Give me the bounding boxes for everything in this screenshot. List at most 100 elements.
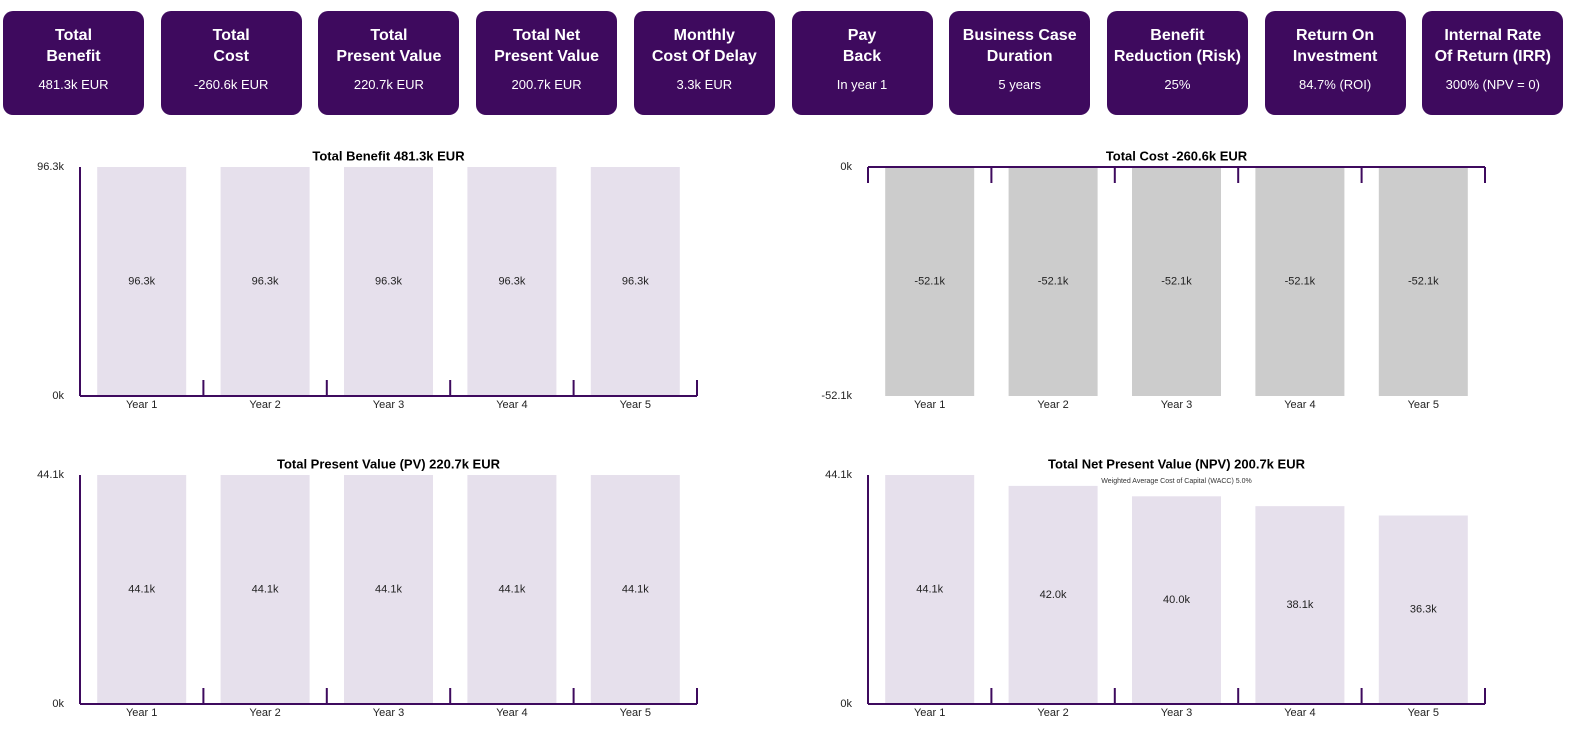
kpi-value: -260.6k EUR [193, 77, 269, 92]
bar [1132, 167, 1221, 396]
kpi-title-line: Investment [1292, 48, 1378, 65]
bar [1132, 496, 1221, 704]
x-tick-label: Year 2 [249, 707, 280, 719]
x-tick-label: Year 5 [620, 399, 651, 411]
kpi-title-line: Of Return (IRR) [1434, 48, 1552, 65]
bar [97, 475, 187, 704]
kpi-title-line: Benefit [46, 48, 101, 65]
chart-title: Total Net Present Value (NPV) 200.7k EUR [1048, 456, 1306, 471]
kpi-card: Pay Back In year 1 [791, 11, 933, 115]
kpi-title: Total Cost [161, 25, 302, 67]
bar [885, 167, 975, 396]
x-tick-label: Year 2 [1037, 707, 1068, 719]
kpi-title: Return On Investment [1265, 25, 1406, 67]
kpi-card: Benefit Reduction (Risk) 25% [1106, 11, 1248, 115]
value-label: 96.3k [622, 275, 649, 287]
x-tick-label: Year 5 [1408, 707, 1439, 719]
kpi-title-line: Cost Of Delay [651, 48, 757, 65]
kpi-title: Total Present Value [318, 25, 459, 67]
bar [885, 475, 975, 704]
value-label: 44.1k [916, 583, 943, 595]
kpi-value: 84.7% (ROI) [1298, 77, 1372, 92]
x-tick-label: Year 4 [496, 707, 527, 719]
value-label: -52.1k [1038, 275, 1069, 287]
kpi-card: Total Benefit 481.3k EUR [3, 11, 144, 115]
kpi-card: Total Cost -260.6k EUR [160, 11, 302, 115]
value-label: 44.1k [128, 583, 155, 595]
bar [467, 167, 557, 396]
kpi-card: Monthly Cost Of Delay 3.3k EUR [633, 11, 775, 115]
kpi-title: Total Net Present Value [476, 25, 617, 67]
x-tick-label: Year 1 [126, 399, 157, 411]
kpi-title: Internal Rate Of Return (IRR) [1422, 25, 1563, 67]
bar [1008, 167, 1098, 396]
chart-title: Total Benefit 481.3k EUR [312, 148, 465, 163]
value-label: 40.0k [1163, 594, 1190, 606]
kpi-title: Pay Back [792, 25, 933, 67]
bar [590, 475, 680, 704]
value-label: -52.1k [914, 275, 945, 287]
x-tick-label: Year 4 [496, 399, 527, 411]
value-label: 38.1k [1286, 599, 1313, 611]
bar [220, 167, 310, 396]
bar [1378, 167, 1468, 396]
value-label: -52.1k [1285, 275, 1316, 287]
kpi-value: 220.7k EUR [353, 77, 424, 92]
bar [344, 167, 433, 396]
x-tick-label: Year 3 [1161, 707, 1192, 719]
kpi-title-line: Present Value [494, 48, 600, 65]
bar [220, 475, 310, 704]
kpi-title-line: Pay [847, 27, 877, 44]
y-tick-label: 0k [840, 698, 852, 710]
kpi-title-line: Total [212, 27, 250, 44]
kpi-value: 300% (NPV = 0) [1445, 77, 1540, 92]
kpi-title-line: Internal Rate [1444, 27, 1542, 44]
value-label: 44.1k [622, 583, 649, 595]
x-tick-label: Year 5 [620, 707, 651, 719]
value-label: 44.1k [498, 583, 525, 595]
bar [1255, 167, 1345, 396]
chart-title: Total Present Value (PV) 220.7k EUR [277, 456, 501, 471]
value-label: 36.3k [1410, 604, 1437, 616]
kpi-title-line: Benefit [1150, 27, 1205, 44]
y-tick-label: 44.1k [37, 469, 64, 481]
y-tick-label: 0k [52, 698, 64, 710]
value-label: -52.1k [1408, 275, 1439, 287]
x-tick-label: Year 1 [914, 399, 945, 411]
x-tick-label: Year 5 [1408, 399, 1439, 411]
kpi-title-line: Present Value [336, 48, 442, 65]
kpi-title-line: Reduction (Risk) [1113, 48, 1241, 65]
y-tick-label: -52.1k [821, 390, 852, 402]
kpi-title-line: Total Net [512, 27, 581, 44]
bar [590, 167, 680, 396]
chart-subtitle: Weighted Average Cost of Capital (WACC) … [1101, 478, 1251, 485]
kpi-card: Total Net Present Value 200.7k EUR [476, 11, 618, 115]
kpi-title-line: Cost [213, 48, 249, 65]
value-label: 96.3k [252, 275, 279, 287]
x-tick-label: Year 4 [1284, 707, 1315, 719]
x-tick-label: Year 2 [1037, 399, 1068, 411]
kpi-value: 5 years [998, 77, 1041, 92]
x-tick-label: Year 2 [249, 399, 280, 411]
kpi-card: Internal Rate Of Return (IRR) 300% (NPV = … [1422, 11, 1564, 115]
kpi-title-line: Monthly [673, 27, 735, 44]
bar [344, 475, 433, 704]
x-tick-label: Year 1 [914, 707, 945, 719]
kpi-value: 3.3k EUR [676, 77, 733, 92]
x-tick-label: Year 3 [373, 399, 404, 411]
kpi-value: 25% [1164, 77, 1191, 92]
kpi-card: Total Present Value 220.7k EUR [318, 11, 460, 115]
kpi-title-line: Total [54, 27, 93, 44]
kpi-value: 481.3k EUR [38, 77, 109, 92]
kpi-title-line: Back [842, 48, 882, 65]
kpi-title-line: Return On [1295, 27, 1375, 44]
y-tick-label: 0k [840, 161, 852, 173]
value-label: 44.1k [375, 583, 402, 595]
chart-title: Total Cost -260.6k EUR [1106, 148, 1248, 163]
kpi-title-line: Duration [986, 48, 1053, 65]
y-tick-label: 96.3k [37, 161, 64, 173]
x-tick-label: Year 3 [373, 707, 404, 719]
x-tick-label: Year 1 [126, 707, 157, 719]
